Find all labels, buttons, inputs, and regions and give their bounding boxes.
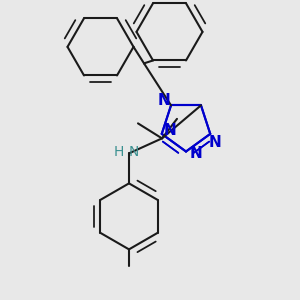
Text: H: H (114, 145, 124, 159)
Text: N: N (164, 123, 176, 138)
Text: N: N (157, 93, 170, 108)
Text: N: N (129, 145, 139, 159)
Text: N: N (189, 146, 202, 160)
Text: N: N (208, 135, 221, 150)
